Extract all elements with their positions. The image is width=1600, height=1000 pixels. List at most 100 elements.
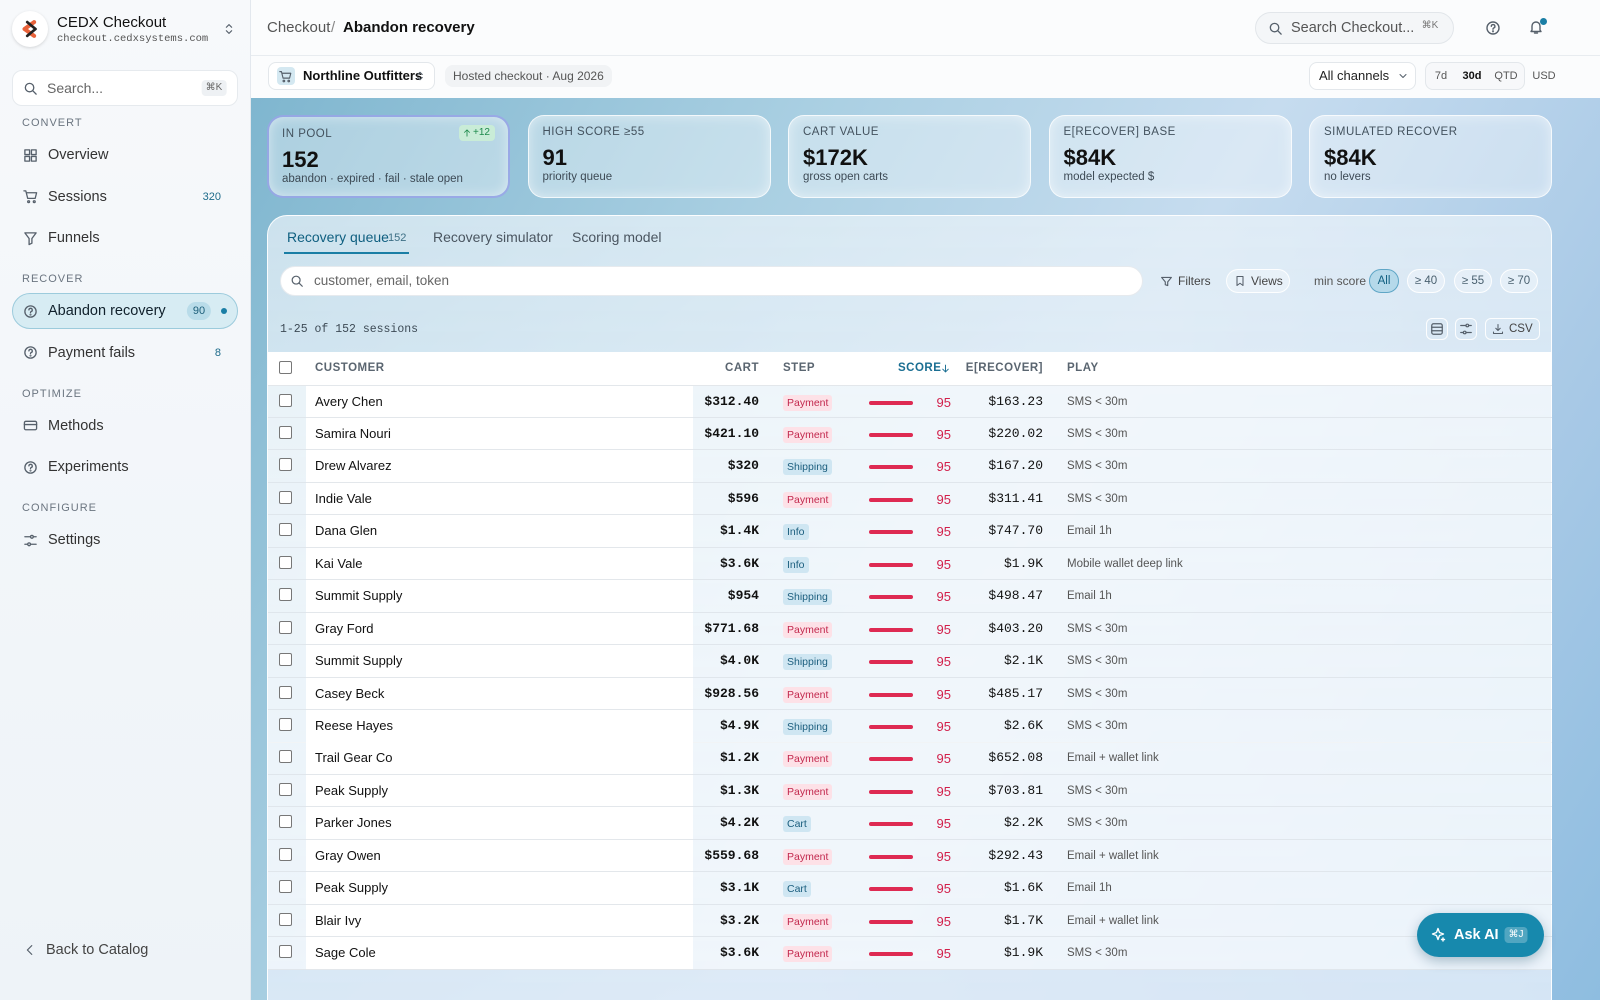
brand-name: CEDX Checkout (57, 14, 167, 31)
kpi-delta: +12 (473, 127, 490, 138)
tab[interactable]: Scoring model (572, 229, 662, 245)
score-chip[interactable] (1500, 269, 1538, 293)
play: SMS < 30m (1067, 784, 1128, 797)
score-value: 95 (936, 719, 951, 734)
column-header[interactable]: E[RECOVER] (965, 362, 1043, 374)
row-checkbox[interactable] (279, 653, 292, 667)
column-header[interactable]: CART (725, 362, 759, 374)
breadcrumb-parent: Checkout (267, 19, 331, 36)
density-button[interactable] (1426, 318, 1448, 340)
tab[interactable]: Recovery queue (287, 229, 389, 245)
customer-name[interactable]: Casey Beck (315, 685, 385, 701)
customer-name[interactable]: Peak Supply (315, 782, 388, 798)
customer-name[interactable]: Sage Cole (315, 945, 376, 961)
row-checkbox[interactable] (279, 782, 292, 796)
nav-item[interactable] (12, 137, 238, 173)
tab[interactable]: Recovery simulator (433, 229, 553, 245)
row-checkbox[interactable] (279, 620, 292, 634)
header-search-shortcut: ⌘K (1421, 20, 1439, 31)
header-checkbox[interactable] (279, 361, 292, 374)
row-checkbox[interactable] (279, 815, 292, 829)
row-checkbox[interactable] (279, 458, 292, 472)
score-chip[interactable] (1407, 269, 1445, 293)
row-checkbox[interactable] (279, 393, 292, 407)
columns-button[interactable] (1455, 318, 1477, 340)
column-header[interactable]: SCORE (898, 362, 942, 374)
nav-label: Funnels (48, 230, 100, 246)
row-checkbox[interactable] (279, 750, 292, 764)
customer-name[interactable]: Blair Ivy (315, 912, 362, 928)
step-badge: Payment (783, 913, 833, 930)
row-checkbox[interactable] (279, 523, 292, 537)
score-chip[interactable] (1369, 269, 1399, 293)
score-bar (869, 952, 913, 957)
nav-item[interactable] (12, 408, 238, 444)
customer-name[interactable]: Peak Supply (315, 880, 388, 896)
column-header[interactable]: PLAY (1067, 362, 1099, 374)
expected-recovery: $485.17 (988, 685, 1043, 701)
nav-item[interactable] (12, 220, 238, 256)
cart-value: $3.6K (719, 945, 759, 961)
row-checkbox[interactable] (279, 490, 292, 504)
kpi-card (788, 115, 1031, 198)
score-bar (869, 432, 913, 437)
customer-name[interactable]: Gray Owen (315, 847, 381, 863)
header-search[interactable] (1255, 12, 1454, 44)
customer-cell (306, 774, 693, 808)
cart-value: $312.40 (704, 393, 759, 409)
kpi-delta-bg (459, 125, 495, 141)
customer-name[interactable]: Drew Alvarez (315, 458, 392, 474)
customer-name[interactable]: Indie Vale (315, 490, 372, 506)
kpi-sub: no levers (1324, 171, 1371, 183)
density-icon (1431, 323, 1443, 335)
customer-name[interactable]: Kai Vale (315, 555, 363, 571)
nav-icon (24, 231, 37, 245)
customer-cell (306, 385, 693, 418)
column-header[interactable]: STEP (783, 362, 816, 374)
row-checkbox[interactable] (279, 718, 292, 731)
column-header[interactable]: CUSTOMER (315, 362, 385, 374)
expected-recovery: $1.6K (1003, 880, 1043, 896)
row-checkbox[interactable] (279, 945, 292, 959)
score-value: 95 (936, 621, 951, 637)
customer-name[interactable]: Gray Ford (315, 620, 374, 636)
sort-arrow (942, 364, 949, 372)
nav-item[interactable] (12, 522, 238, 558)
score-chip[interactable] (1454, 269, 1492, 293)
customer-name[interactable]: Parker Jones (315, 815, 392, 831)
row-checkbox[interactable] (279, 555, 292, 569)
customer-name[interactable]: Summit Supply (315, 588, 403, 604)
ask-ai-button[interactable] (1417, 913, 1544, 957)
filter-search[interactable] (280, 266, 1143, 296)
filters-button[interactable]: Filters (1178, 274, 1211, 288)
step-badge: Cart (783, 816, 811, 833)
row-checkbox[interactable] (279, 425, 292, 439)
csv-button[interactable] (1485, 318, 1540, 340)
results-summary: 1-25 of 152 sessions (280, 323, 419, 336)
row-checkbox[interactable] (279, 588, 292, 602)
score-bar (869, 660, 913, 665)
customer-name[interactable]: Dana Glen (315, 523, 378, 539)
cart-value: $4.2K (719, 815, 759, 831)
channel-select[interactable] (1309, 62, 1416, 90)
customer-cell (306, 937, 693, 970)
play: SMS < 30m (1067, 427, 1128, 440)
cart-value: $771.68 (704, 620, 759, 636)
customer-name[interactable]: Avery Chen (315, 393, 383, 409)
customer-name[interactable]: Samira Nouri (315, 425, 391, 441)
score-bar (869, 757, 913, 762)
score-chip-label: All (1377, 275, 1391, 287)
kpi-sub: gross open carts (803, 171, 889, 183)
cart-value: $4.0K (719, 653, 759, 669)
sidebar-search[interactable] (12, 70, 238, 106)
cart-value: $1.3K (719, 782, 759, 798)
row-checkbox[interactable] (279, 685, 292, 699)
customer-name[interactable]: Summit Supply (315, 653, 403, 669)
store-picker[interactable] (268, 62, 435, 90)
customer-name[interactable]: Reese Hayes (315, 718, 394, 733)
row-checkbox[interactable] (279, 912, 292, 926)
row-checkbox[interactable] (279, 847, 292, 861)
customer-name[interactable]: Trail Gear Co (315, 750, 393, 766)
row-checkbox[interactable] (279, 880, 292, 894)
